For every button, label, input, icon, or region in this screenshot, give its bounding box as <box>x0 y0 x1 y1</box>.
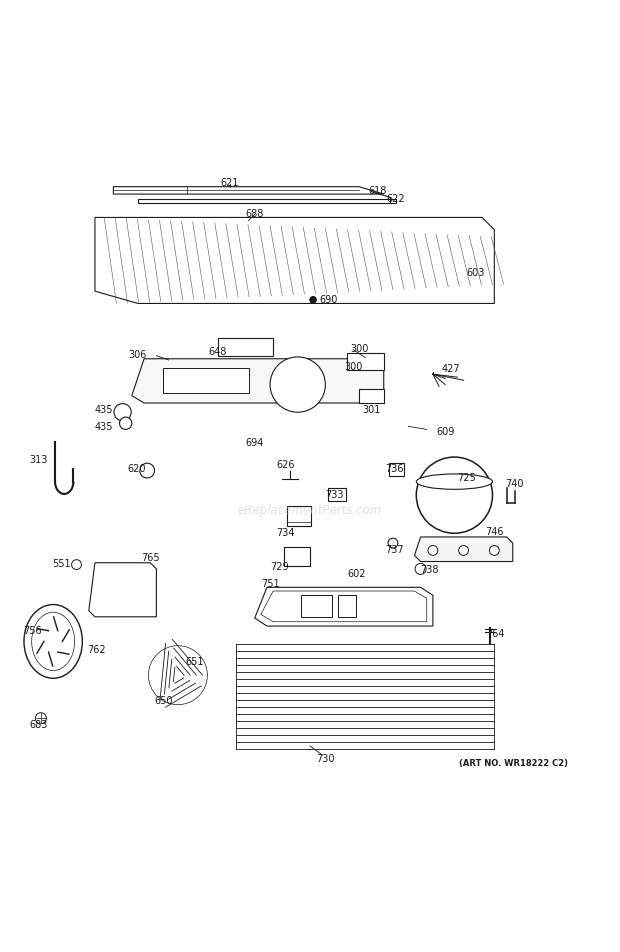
Circle shape <box>310 297 316 304</box>
Text: 648: 648 <box>209 347 227 357</box>
Circle shape <box>459 546 469 556</box>
Ellipse shape <box>24 605 82 679</box>
Text: 764: 764 <box>486 628 505 638</box>
Text: 762: 762 <box>87 645 105 654</box>
Text: 620: 620 <box>128 463 146 473</box>
Text: 313: 313 <box>29 454 48 465</box>
Text: 551: 551 <box>53 558 71 568</box>
Text: 738: 738 <box>420 565 439 574</box>
Bar <box>329 488 345 502</box>
Circle shape <box>415 564 426 575</box>
Circle shape <box>140 464 154 479</box>
Polygon shape <box>255 587 433 626</box>
Bar <box>301 596 332 617</box>
Text: 626: 626 <box>276 460 294 470</box>
Text: 602: 602 <box>347 568 366 578</box>
Text: (ART NO. WR18222 C2): (ART NO. WR18222 C2) <box>459 759 568 767</box>
Bar <box>162 368 249 393</box>
Text: 683: 683 <box>29 720 48 729</box>
Ellipse shape <box>416 474 492 490</box>
Text: 435: 435 <box>95 405 113 415</box>
Circle shape <box>388 539 398 548</box>
Text: 306: 306 <box>129 350 147 360</box>
Text: 427: 427 <box>442 364 461 373</box>
Bar <box>218 339 273 356</box>
Text: 756: 756 <box>23 625 42 636</box>
Circle shape <box>416 458 492 534</box>
Text: 751: 751 <box>261 579 280 588</box>
Bar <box>286 506 311 526</box>
Bar <box>389 464 404 476</box>
Text: 730: 730 <box>316 753 335 764</box>
Text: 301: 301 <box>362 405 381 415</box>
Polygon shape <box>95 218 494 304</box>
Text: 300: 300 <box>344 362 362 371</box>
Text: 622: 622 <box>387 193 405 204</box>
Bar <box>338 596 356 617</box>
Circle shape <box>489 546 499 556</box>
Text: 746: 746 <box>485 526 503 536</box>
Circle shape <box>71 560 81 570</box>
Polygon shape <box>113 188 384 195</box>
Circle shape <box>35 713 46 724</box>
Text: 729: 729 <box>270 562 288 571</box>
Text: 609: 609 <box>436 426 454 437</box>
Circle shape <box>114 405 131 422</box>
Polygon shape <box>89 564 156 617</box>
Text: 733: 733 <box>326 489 344 500</box>
Text: eReplacementParts.com: eReplacementParts.com <box>238 504 382 516</box>
Text: 694: 694 <box>246 437 264 447</box>
Circle shape <box>428 546 438 556</box>
Text: 651: 651 <box>185 656 204 666</box>
Polygon shape <box>138 200 396 204</box>
Text: 736: 736 <box>386 464 404 474</box>
Text: 765: 765 <box>141 552 159 562</box>
Text: 621: 621 <box>221 178 239 188</box>
Circle shape <box>270 358 326 413</box>
Text: 734: 734 <box>276 527 294 538</box>
Text: 737: 737 <box>386 545 404 555</box>
Bar <box>284 547 310 566</box>
Text: 435: 435 <box>95 422 113 432</box>
Text: 688: 688 <box>246 208 264 218</box>
Bar <box>359 390 384 404</box>
Bar <box>347 353 384 370</box>
Text: 650: 650 <box>154 695 173 705</box>
Text: 618: 618 <box>368 186 387 195</box>
Text: 725: 725 <box>458 472 476 483</box>
Ellipse shape <box>32 612 74 671</box>
Text: 603: 603 <box>467 268 485 277</box>
Polygon shape <box>414 537 513 562</box>
Text: 690: 690 <box>319 294 338 305</box>
Polygon shape <box>132 359 384 404</box>
Circle shape <box>120 418 132 430</box>
Text: 300: 300 <box>350 344 368 353</box>
Text: 740: 740 <box>505 479 523 489</box>
